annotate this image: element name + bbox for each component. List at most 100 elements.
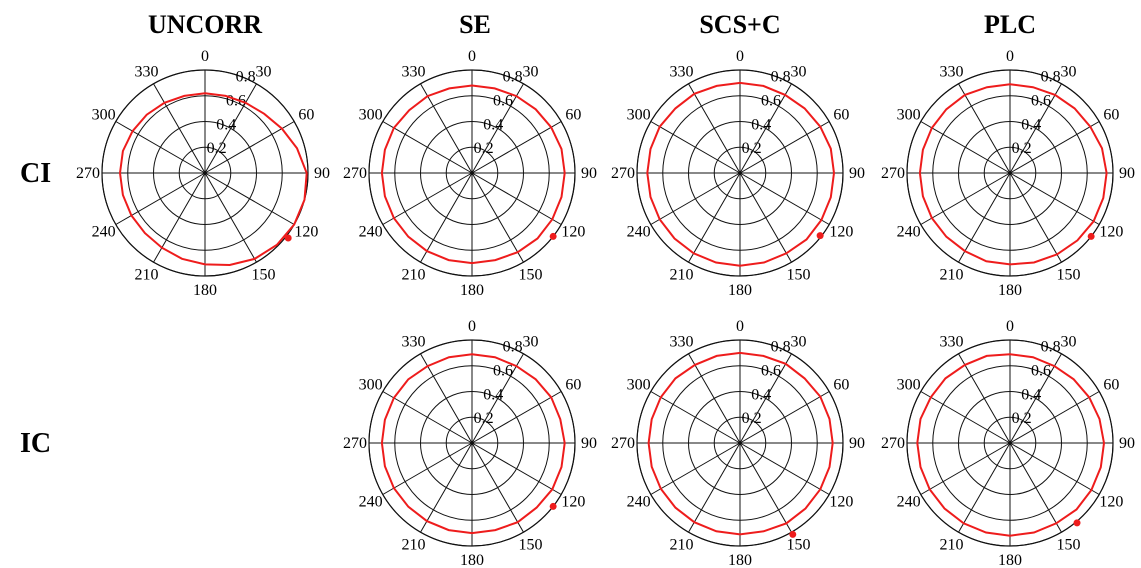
series-marker xyxy=(1073,519,1081,527)
angle-spoke xyxy=(688,442,741,533)
series-line xyxy=(647,351,834,536)
series-line xyxy=(916,353,1106,537)
row-label-ic: IC xyxy=(20,428,52,459)
angle-tick-label: 150 xyxy=(252,266,276,283)
radial-tick-label: 0.2 xyxy=(742,410,762,427)
angle-tick-label: 60 xyxy=(833,377,849,394)
angle-spoke xyxy=(739,121,830,174)
series-marker xyxy=(549,502,557,510)
angle-spoke xyxy=(650,172,741,225)
angle-spoke xyxy=(688,83,741,174)
angle-tick-label: 150 xyxy=(519,536,543,553)
angle-tick-label: 150 xyxy=(1057,536,1081,553)
angle-tick-label: 240 xyxy=(359,494,383,511)
radial-tick-label: 0.8 xyxy=(771,339,791,356)
angle-spoke xyxy=(471,353,524,444)
angle-tick-label: 300 xyxy=(897,107,921,124)
angle-tick-label: 240 xyxy=(897,224,921,241)
angle-tick-label: 30 xyxy=(791,64,807,81)
angle-tick-label: 30 xyxy=(791,334,807,351)
radial-tick-label: 0.8 xyxy=(503,69,523,86)
radial-tick-label: 0.4 xyxy=(751,116,771,133)
radial-tick-label: 0.8 xyxy=(236,69,256,86)
radial-tick-label: 0.4 xyxy=(1021,386,1041,403)
angle-tick-label: 60 xyxy=(298,107,314,124)
angle-tick-label: 240 xyxy=(627,494,651,511)
radial-tick-label: 0.6 xyxy=(493,362,513,379)
angle-tick-label: 120 xyxy=(829,494,853,511)
angle-spoke xyxy=(382,121,473,174)
angle-spoke xyxy=(420,353,473,444)
angle-tick-label: 120 xyxy=(1099,494,1123,511)
angle-tick-label: 210 xyxy=(402,266,426,283)
angle-tick-label: 240 xyxy=(897,494,921,511)
angle-spoke xyxy=(650,442,741,495)
angle-tick-label: 270 xyxy=(343,165,367,182)
angle-spoke xyxy=(920,172,1011,225)
angle-tick-label: 270 xyxy=(76,165,100,182)
radial-tick-label: 0.8 xyxy=(503,339,523,356)
angle-tick-label: 0 xyxy=(736,48,744,65)
angle-tick-label: 180 xyxy=(460,282,484,299)
angle-tick-label: 330 xyxy=(940,64,964,81)
angle-spoke xyxy=(382,442,473,495)
angle-spoke xyxy=(1009,353,1062,444)
angle-tick-label: 330 xyxy=(402,334,426,351)
angle-spoke xyxy=(688,172,741,263)
angle-tick-label: 270 xyxy=(881,435,905,452)
angle-tick-label: 180 xyxy=(998,282,1022,299)
angle-spoke xyxy=(420,442,473,533)
angle-spoke xyxy=(688,353,741,444)
radial-tick-label: 0.2 xyxy=(742,140,762,157)
angle-spoke xyxy=(420,172,473,263)
angle-tick-label: 210 xyxy=(670,536,694,553)
angle-spoke xyxy=(1009,442,1062,533)
angle-spoke xyxy=(650,121,741,174)
angle-spoke xyxy=(382,172,473,225)
angle-tick-label: 120 xyxy=(561,494,585,511)
angle-tick-label: 60 xyxy=(565,377,581,394)
angle-tick-label: 210 xyxy=(135,266,159,283)
angle-spoke xyxy=(739,442,830,495)
angle-spoke xyxy=(958,353,1011,444)
angle-spoke xyxy=(1009,442,1100,495)
angle-spoke xyxy=(920,121,1011,174)
angle-spoke xyxy=(1009,172,1100,225)
polar-panel-ci-se: 0 30 60 90 120 150 180 210 240 270 300 330 0.2 0.4 0.6… xyxy=(343,48,597,299)
angle-tick-label: 0 xyxy=(736,318,744,335)
radial-tick-label: 0.4 xyxy=(216,116,236,133)
angle-spoke xyxy=(958,172,1011,263)
angle-tick-label: 210 xyxy=(940,536,964,553)
angle-spoke xyxy=(471,442,562,495)
series-line xyxy=(646,81,836,267)
angle-tick-label: 150 xyxy=(787,266,811,283)
angle-tick-label: 180 xyxy=(728,282,752,299)
angle-tick-label: 90 xyxy=(1119,165,1135,182)
angle-tick-label: 240 xyxy=(627,224,651,241)
angle-spoke xyxy=(153,83,206,174)
angle-tick-label: 60 xyxy=(1103,377,1119,394)
angle-tick-label: 150 xyxy=(1057,266,1081,283)
angle-spoke xyxy=(471,391,562,444)
angle-tick-label: 210 xyxy=(940,266,964,283)
radial-tick-label: 0.4 xyxy=(483,116,503,133)
angle-tick-label: 210 xyxy=(402,536,426,553)
angle-tick-label: 90 xyxy=(581,435,597,452)
polar-panel-ci-plc: 0 30 60 90 120 150 180 210 240 270 300 330 0.2 0.4 0.6… xyxy=(881,48,1135,299)
radial-tick-label: 0.6 xyxy=(226,92,246,109)
series-marker xyxy=(549,232,557,240)
angle-tick-label: 300 xyxy=(359,107,383,124)
radial-tick-label: 0.8 xyxy=(1041,339,1061,356)
angle-tick-label: 120 xyxy=(829,224,853,241)
angle-tick-label: 90 xyxy=(849,435,865,452)
angle-tick-label: 90 xyxy=(1119,435,1135,452)
angle-tick-label: 90 xyxy=(581,165,597,182)
series-marker xyxy=(789,530,797,538)
column-title-se: SE xyxy=(459,10,491,39)
angle-tick-label: 180 xyxy=(460,552,484,568)
angle-spoke xyxy=(204,172,295,225)
angle-spoke xyxy=(471,83,524,174)
radial-tick-label: 0.4 xyxy=(751,386,771,403)
angle-spoke xyxy=(739,442,792,533)
series-line xyxy=(918,83,1108,266)
